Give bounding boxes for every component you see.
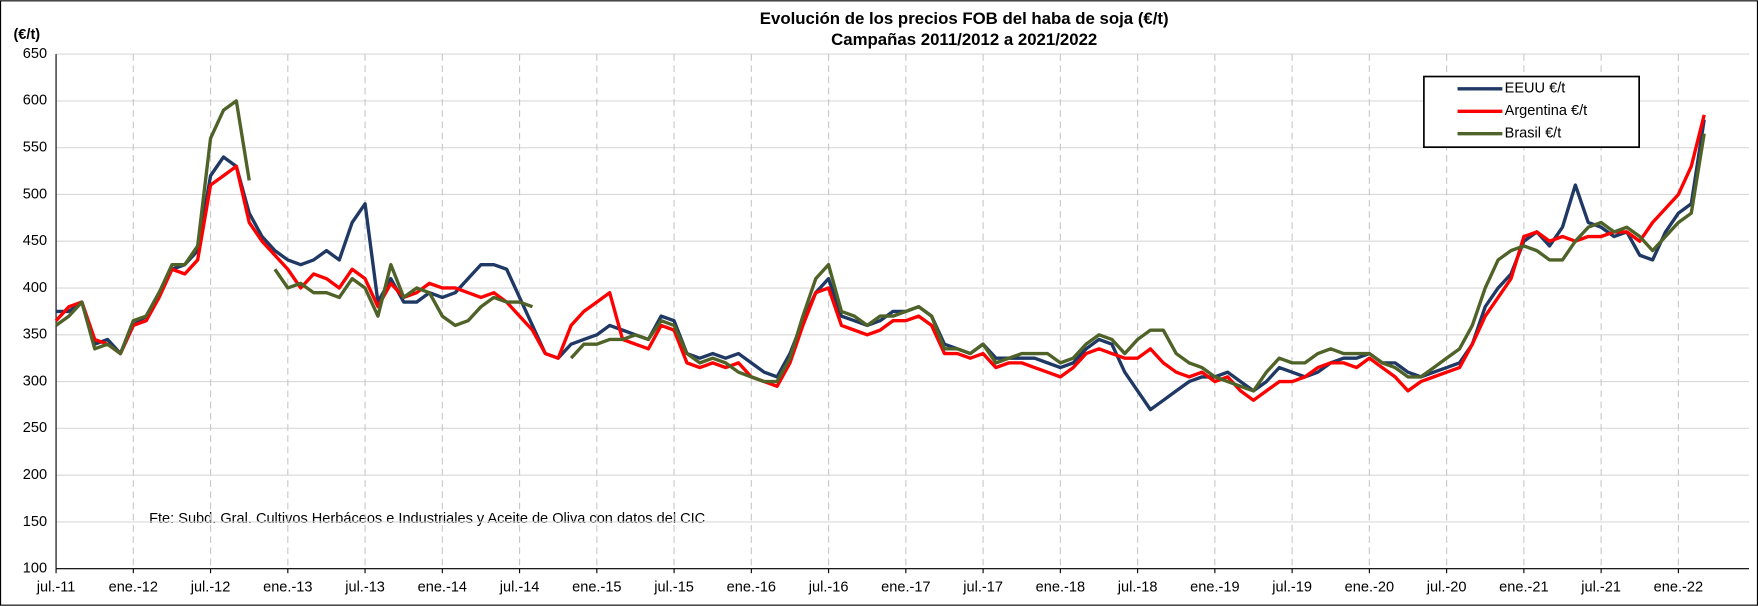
y-tick-label: 550 <box>23 140 47 156</box>
y-tick-label: 350 <box>23 327 47 343</box>
annotation: Fte: Subd. Gral. Cultivos Herbáceos e In… <box>149 511 705 527</box>
x-tick-label: jul.-12 <box>190 580 231 596</box>
x-tick-label: jul.-20 <box>1426 580 1467 596</box>
x-tick-label: jul.-19 <box>1271 580 1312 596</box>
x-tick-label: jul.-11 <box>36 580 76 596</box>
y-tick-label: 450 <box>23 233 47 249</box>
y-tick-label: 650 <box>23 46 47 62</box>
x-tick-label: ene.-12 <box>109 580 158 596</box>
x-tick-label: ene.-21 <box>1499 580 1548 596</box>
y-tick-label: 600 <box>23 93 47 109</box>
y-tick-label: 500 <box>23 186 47 202</box>
x-tick-label: jul.-18 <box>1117 580 1158 596</box>
x-tick-label: ene.-17 <box>881 580 930 596</box>
x-tick-label: ene.-22 <box>1654 580 1703 596</box>
series-line <box>56 119 1706 412</box>
legend-label: EEUU €/t <box>1505 81 1566 97</box>
y-tick-label: 250 <box>23 420 47 436</box>
x-tick-label: ene.-15 <box>572 580 621 596</box>
series-line <box>55 99 1706 393</box>
legend-label: Argentina €/t <box>1505 103 1588 119</box>
x-tick-label: jul.-17 <box>962 580 1003 596</box>
chart-title: Evolución de los precios FOB del haba de… <box>760 9 1169 28</box>
y-tick-label: 200 <box>23 467 47 483</box>
series-line <box>54 114 1706 402</box>
x-tick-label: jul.-21 <box>1580 580 1621 596</box>
y-tick-label: 150 <box>23 514 47 530</box>
x-tick-label: ene.-13 <box>263 580 312 596</box>
y-axis-label: (€/t) <box>13 27 40 43</box>
x-tick-label: ene.-19 <box>1190 580 1239 596</box>
y-tick-label: 100 <box>23 561 47 577</box>
x-tick-label: jul.-13 <box>344 580 385 596</box>
x-tick-label: ene.-20 <box>1345 580 1394 596</box>
x-tick-label: jul.-16 <box>808 580 849 596</box>
y-tick-label: 300 <box>23 373 47 389</box>
x-tick-label: jul.-14 <box>499 580 540 596</box>
x-tick-label: ene.-14 <box>418 580 467 596</box>
chart-subtitle: Campañas 2011/2012 a 2021/2022 <box>831 30 1097 49</box>
x-tick-label: ene.-18 <box>1036 580 1085 596</box>
y-tick-label: 400 <box>23 280 47 296</box>
x-tick-label: jul.-15 <box>653 580 694 596</box>
legend-label: Brasil €/t <box>1505 126 1562 142</box>
x-tick-label: ene.-16 <box>727 580 776 596</box>
